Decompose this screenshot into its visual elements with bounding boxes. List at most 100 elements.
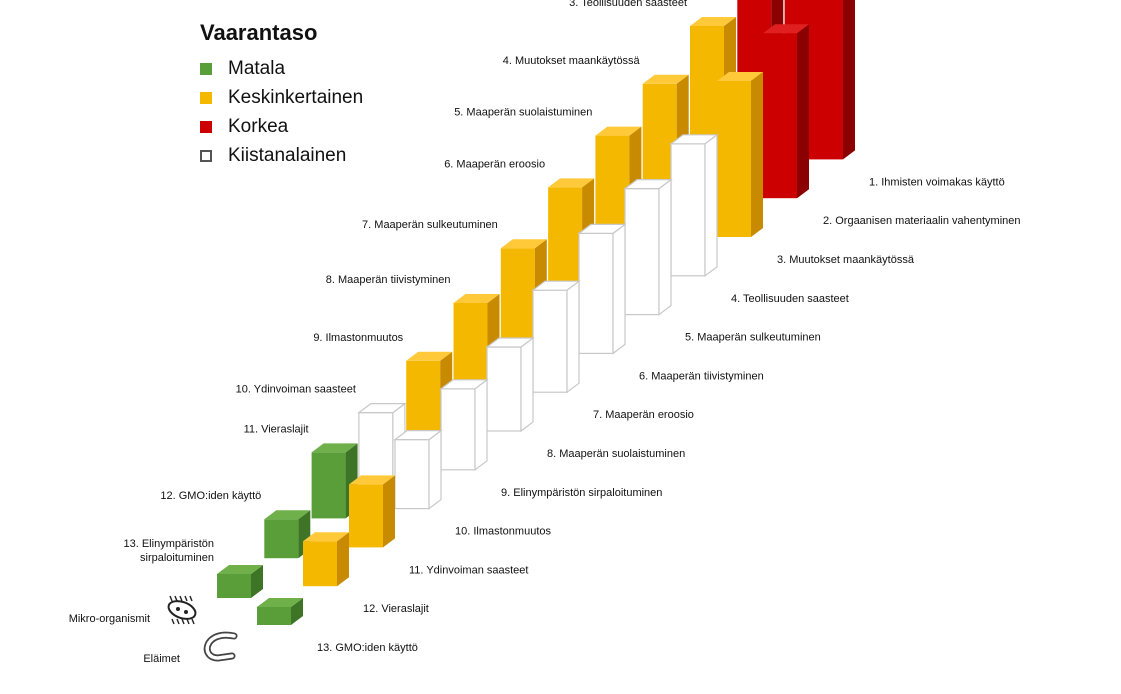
legend-label-high: Korkea <box>228 115 289 137</box>
bar-s2-r13 <box>257 598 303 625</box>
bar-top <box>500 239 547 249</box>
bar-label-s2-r3: 3. Muutokset maankäytössä <box>777 254 915 266</box>
bar-side <box>843 0 855 160</box>
legend-label-medium: Keskinkertainen <box>228 86 364 108</box>
bar-front <box>532 289 568 393</box>
legend-item-low: Matala <box>200 54 363 83</box>
bar-top <box>595 126 642 136</box>
bar-s2-r4 <box>669 133 719 277</box>
bar-front <box>406 360 441 439</box>
bar-front <box>578 232 614 354</box>
bar-label-s2-r8: 8. Maaperän suolaistuminen <box>547 448 685 460</box>
bar-label-s1-r11: 11. Vieraslajit <box>244 423 309 435</box>
bar-top <box>623 179 673 190</box>
bar-top <box>548 178 595 188</box>
bar-side <box>566 280 580 394</box>
bar-top <box>642 74 689 84</box>
bar-s2-r11 <box>349 475 395 548</box>
bar-top <box>717 72 763 81</box>
bar-label-s1-r6: 6. Maaperän eroosio <box>444 158 545 170</box>
bar-front <box>311 452 346 519</box>
bar-label-s2-r13: 13. GMO:iden käyttö <box>317 642 418 654</box>
bar-top <box>303 532 349 542</box>
bar-front <box>349 484 383 548</box>
bar-top <box>311 443 358 453</box>
bar-side <box>612 223 626 355</box>
bar-front <box>717 81 751 237</box>
bar-label-s2-r6: 6. Maaperän tiivistyminen <box>639 370 764 382</box>
bar-top <box>357 403 407 414</box>
bar-side <box>383 475 395 548</box>
bar-top <box>690 17 736 26</box>
bar-label-s2-r10: 10. Ilmastonmuutos <box>455 526 551 538</box>
bar-s2-r10 <box>393 429 443 510</box>
bar-label-s2-r5: 5. Maaperän sulkeutuminen <box>685 332 821 344</box>
bacterium-icon <box>167 595 197 625</box>
bar-front <box>440 388 476 471</box>
bar-top <box>531 280 581 291</box>
bar-top <box>217 565 263 574</box>
legend-item-disputed: Kiistanalainen <box>200 141 363 170</box>
bar-label-s1-r9: 9. Ilmastonmuutos <box>313 332 403 344</box>
bar-label-s1-r5: 5. Maaperän suolaistuminen <box>454 107 592 119</box>
bar-label-s1-r13: 13. Elinympäristön sirpaloituminen <box>124 538 215 564</box>
bar-top <box>485 337 535 348</box>
bar-front <box>264 519 299 559</box>
legend-item-medium: Keskinkertainen <box>200 83 363 112</box>
bar-front <box>670 143 706 277</box>
legend-swatch-low <box>200 62 212 75</box>
bar-side <box>704 133 718 277</box>
bar-label-s2-r11: 11. Ydinvoiman saasteet <box>409 564 528 576</box>
bar-top <box>577 223 627 234</box>
bar-label-s1-r10: 10. Ydinvoiman saasteet <box>236 384 356 396</box>
bar-label-s2-r4: 4. Teollisuuden saasteet <box>731 293 849 305</box>
bar-s2-r6 <box>577 223 627 355</box>
bar-label-s1-r3: 3. Teollisuuden saasteet <box>569 0 687 9</box>
bar-label-s2-r7: 7. Maaperän eroosio <box>593 409 694 421</box>
bar-side <box>251 565 263 598</box>
legend-swatch-high <box>200 120 212 133</box>
legend-label-low: Matala <box>228 57 286 79</box>
bar-s2-r9 <box>439 378 489 471</box>
bar-top <box>349 475 395 485</box>
bar-s2-r8 <box>485 336 535 433</box>
bar-s2-r3 <box>717 72 763 237</box>
bar-label-s1-r4: 4. Muutokset maankäytössä <box>503 55 641 67</box>
bar-side <box>474 378 488 471</box>
bar-front <box>763 33 797 199</box>
group-label-2: Eläimet <box>143 653 180 665</box>
bar-side <box>797 24 809 199</box>
bar-side <box>751 72 763 237</box>
bar-label-s2-r9: 9. Elinympäristön sirpaloituminen <box>501 487 662 499</box>
bar-front <box>394 439 430 510</box>
bar-front <box>257 607 291 625</box>
bar-front <box>358 412 394 480</box>
bar-side <box>428 429 442 510</box>
bar-s1-r13 <box>217 565 263 598</box>
bar-s2-r2 <box>763 24 809 199</box>
bar-top <box>763 24 809 34</box>
bar-label-s2-r1: 1. Ihmisten voimakas käyttö <box>869 176 1005 188</box>
bar-s2-r12 <box>303 532 349 587</box>
bar-top <box>257 598 303 607</box>
bar-top <box>439 379 489 390</box>
bar-s2-r1 <box>809 0 855 160</box>
bar-front <box>303 541 337 587</box>
worm-icon <box>203 631 238 662</box>
bar-side <box>658 178 672 316</box>
group-label-1: Mikro-organismit <box>69 613 150 625</box>
bar-label-s2-r12: 12. Vieraslajit <box>363 603 429 615</box>
bar-label-s1-r12: 12. GMO:iden käyttö <box>160 490 261 502</box>
legend-swatch-disputed <box>200 149 212 162</box>
bar-top <box>669 134 719 145</box>
bar-front <box>809 0 843 160</box>
legend-swatch-medium <box>200 91 212 104</box>
bar-side <box>337 532 349 587</box>
bar-front <box>217 574 251 598</box>
bar-label-s1-r8: 8. Maaperän tiivistyminen <box>326 274 451 286</box>
legend-title: Vaarantaso <box>200 20 318 45</box>
bar-label-s1-r7: 7. Maaperän sulkeutuminen <box>362 219 498 231</box>
legend: Vaarantaso Matala Keskinkertainen Korkea… <box>200 20 363 170</box>
bar-front <box>486 346 522 432</box>
